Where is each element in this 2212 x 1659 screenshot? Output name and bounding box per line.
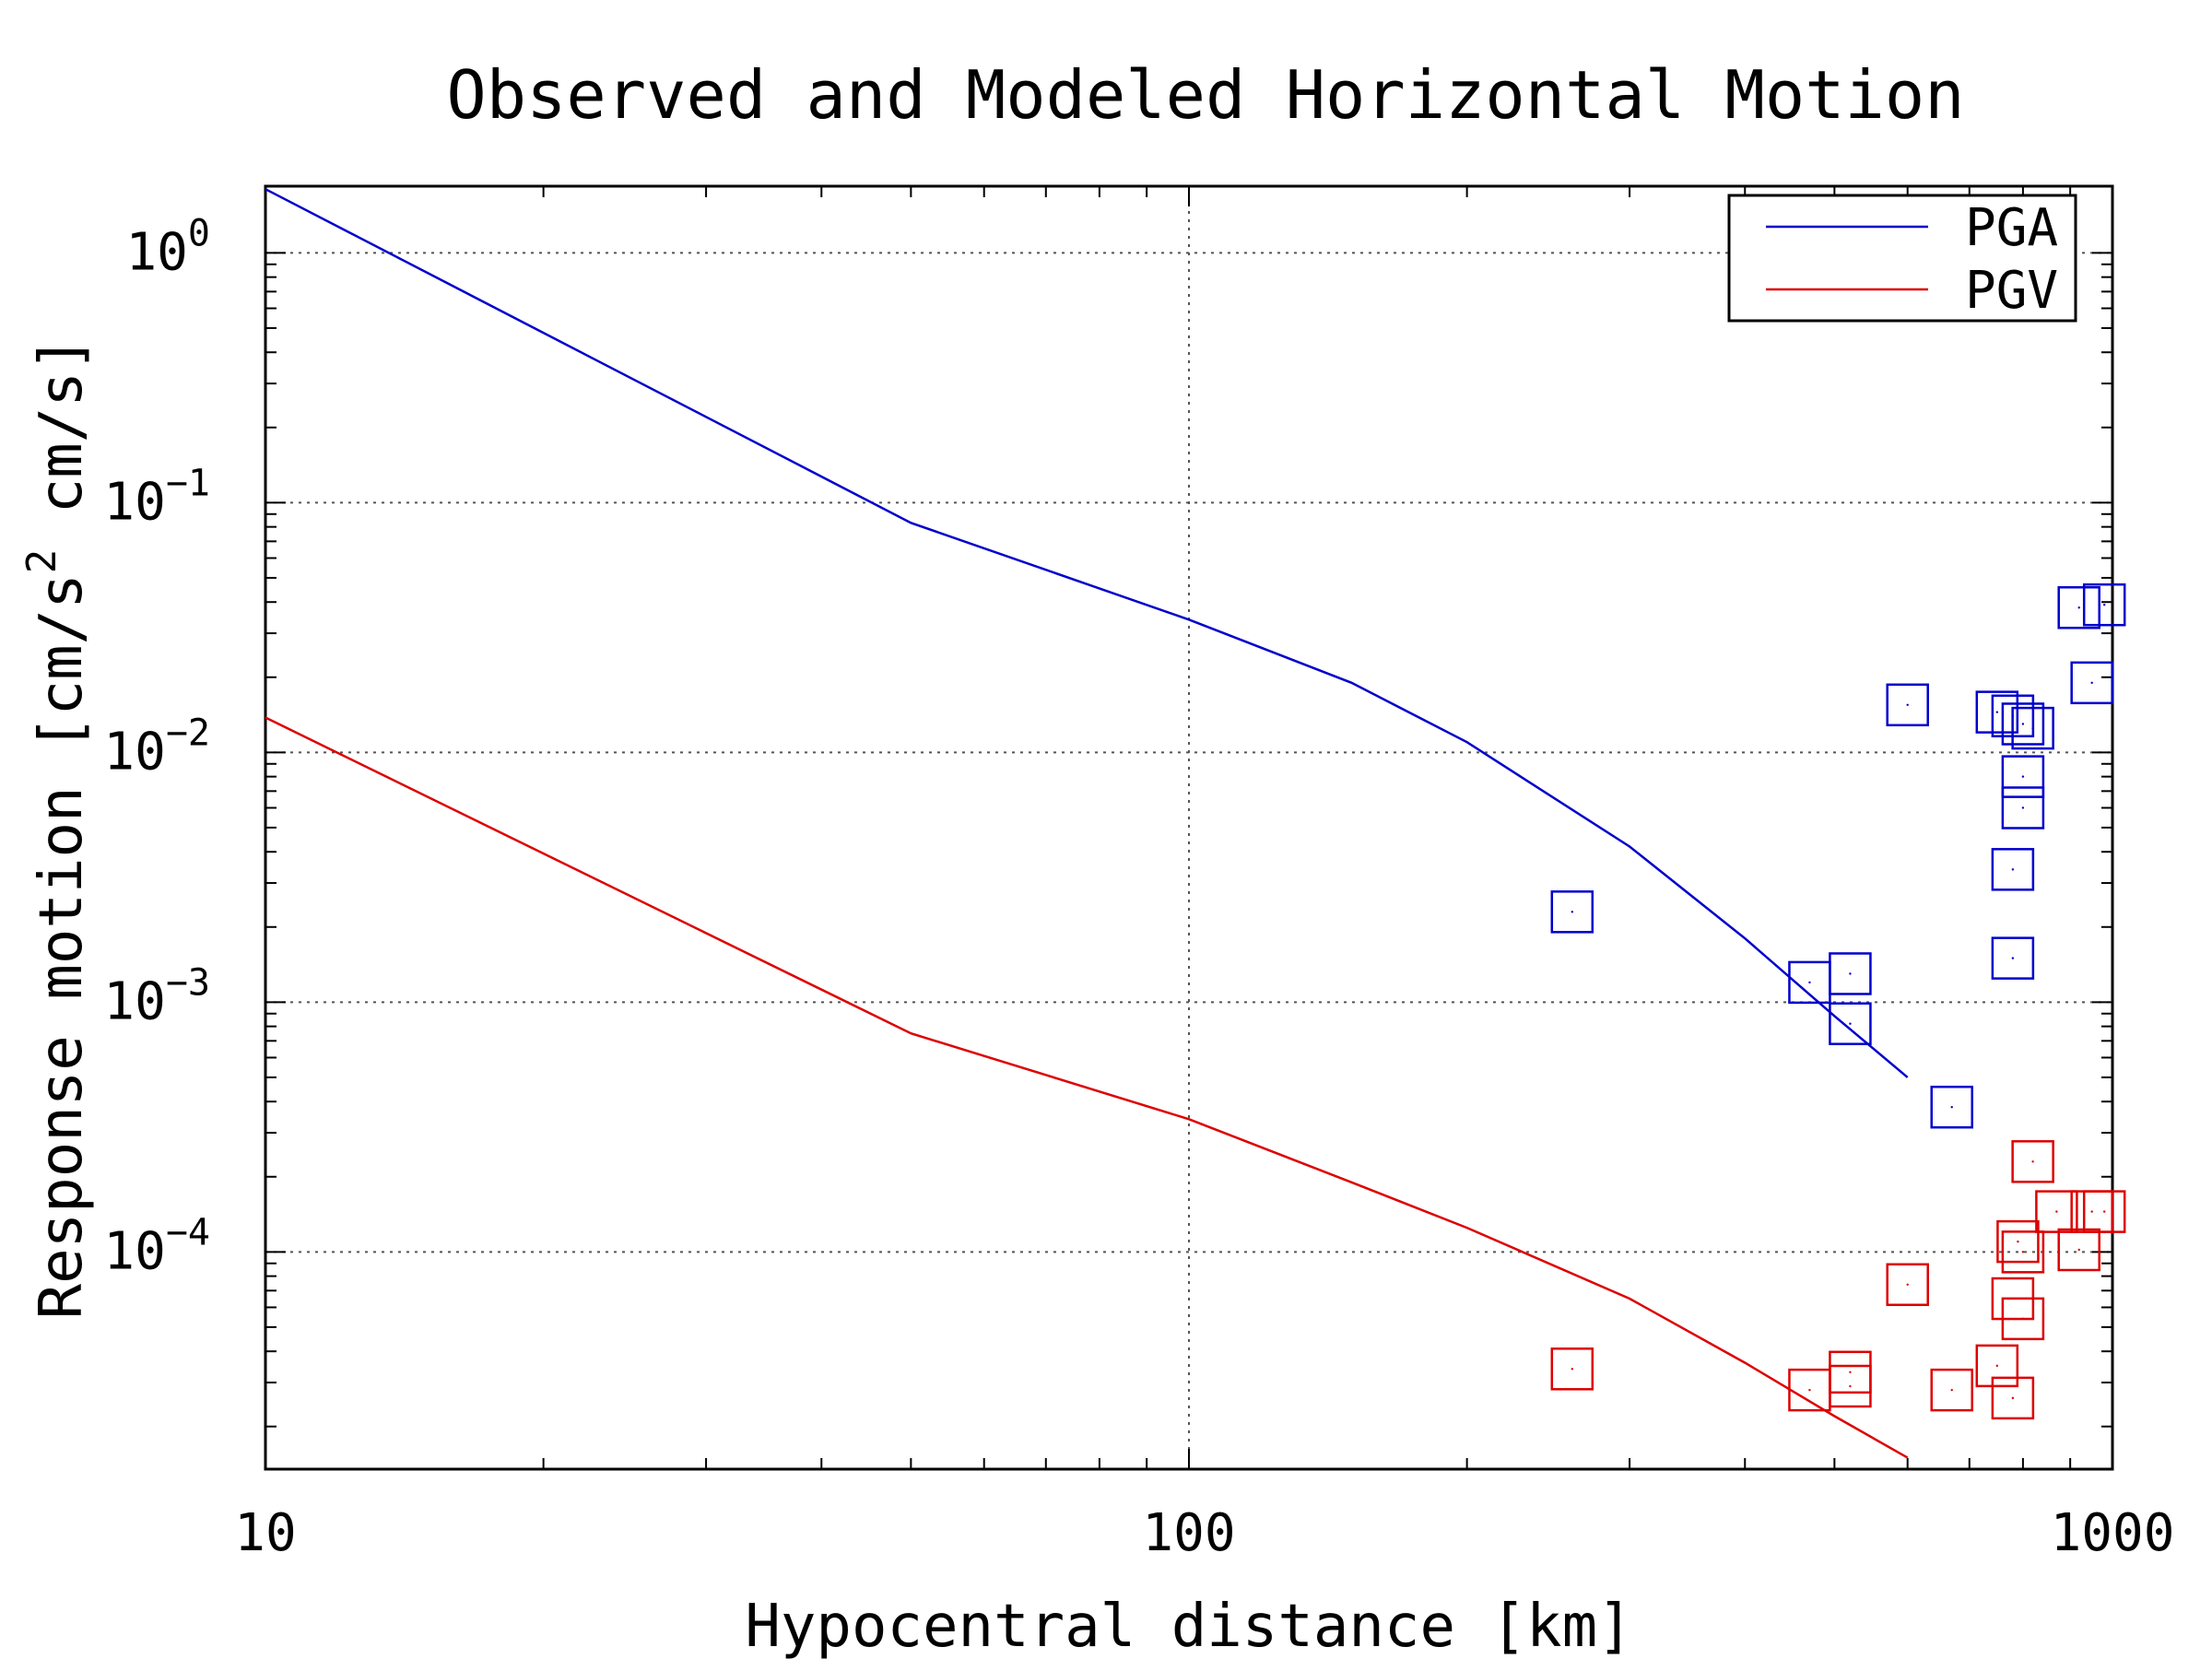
pga-observed-marker-dot — [2011, 957, 2015, 959]
pgv-observed-marker — [1550, 1347, 1594, 1391]
pga-observed-marker-dot — [1571, 911, 1574, 913]
y-tick-label-exponent: −2 — [166, 712, 210, 754]
pgv-observed-marker-dot — [2017, 1240, 2019, 1243]
pga-observed-marker — [1886, 683, 1929, 727]
pgv-observed-marker-dot — [1906, 1283, 1909, 1286]
series-markers — [1550, 582, 2126, 1420]
pgv-observed-marker-dot — [1571, 1368, 1574, 1371]
pga-observed-marker — [1930, 1085, 1973, 1129]
y-tick-label-exponent: −4 — [166, 1211, 210, 1253]
x-axis-label: Hypocentral distance [km] — [745, 1593, 1632, 1659]
pga-model-line — [265, 188, 1909, 1078]
pgv-observed-marker-dot — [1808, 1388, 1811, 1392]
pgv-observed-marker-dot — [2011, 1396, 2015, 1400]
pgv-observed-marker — [2082, 1190, 2126, 1233]
pga-observed-marker-dot — [1995, 711, 1999, 713]
pga-observed-marker — [2011, 706, 2054, 750]
pgv-observed-marker-dot — [2103, 1210, 2106, 1213]
pga-observed-marker — [2082, 582, 2126, 627]
y-tick-label-base: 10 — [103, 1221, 165, 1281]
grid — [265, 186, 2112, 1469]
pga-observed-marker — [1991, 848, 2035, 891]
chart-title: Observed and Modeled Horizontal Motion — [446, 56, 1964, 134]
y-tick-label-exponent: 0 — [188, 212, 210, 254]
pga-observed-marker — [2001, 755, 2045, 798]
pgv-observed-marker — [1930, 1368, 1973, 1412]
pga-observed-marker-dot — [1950, 1106, 1953, 1109]
pgv-observed-marker — [2001, 1297, 2045, 1341]
x-tick-label: 1000 — [2051, 1503, 2175, 1563]
y-tick-label-base: 10 — [103, 722, 165, 782]
legend-box — [1727, 194, 2077, 323]
series-lines — [265, 188, 1909, 1459]
pgv-observed-marker-dot — [1849, 1384, 1852, 1388]
pgv-observed-marker — [1829, 1364, 1872, 1408]
y-axis-label-main: Response motion [cm/s — [28, 573, 96, 1319]
pgv-observed-marker-dot — [1849, 1371, 1852, 1374]
pga-observed-marker-dot — [1849, 1022, 1852, 1025]
x-tick-label: 10 — [234, 1503, 296, 1563]
pgv-observed-marker — [1886, 1263, 1929, 1307]
y-tick-label-base: 10 — [103, 971, 165, 1031]
pga-observed-marker-dot — [2021, 775, 2025, 778]
y-tick-label: 10−3 — [103, 961, 210, 1031]
pga-observed-marker-dot — [1808, 981, 1811, 984]
pgv-observed-marker — [2001, 1230, 2045, 1274]
pga-observed-marker-dot — [2021, 723, 2025, 725]
pga-observed-marker — [1550, 890, 1594, 934]
x-tick-labels: 10 100 1000 — [234, 1503, 2174, 1563]
y-tick-label-base: 10 — [125, 222, 187, 282]
pga-observed-marker — [1975, 690, 2019, 734]
pgv-observed-marker-dot — [2055, 1210, 2058, 1213]
pgv-observed-marker-dot — [1995, 1364, 1999, 1368]
pga-observed-marker-dot — [2103, 603, 2106, 606]
pgv-observed-marker — [1975, 1344, 2019, 1388]
legend-pga-label: PGA — [1965, 198, 2058, 258]
pgv-observed-marker — [1996, 1219, 2040, 1264]
pgv-observed-marker — [2011, 1140, 2054, 1183]
y-tick-label-base: 10 — [103, 472, 165, 532]
pga-observed-marker-dot — [2021, 806, 2025, 809]
pga-observed-marker-dot — [2077, 606, 2080, 609]
pga-observed-marker-dot — [1906, 703, 1909, 706]
pga-observed-marker — [2001, 786, 2045, 830]
pgv-observed-marker-dot — [2031, 1160, 2034, 1163]
legend-pgv-label: PGV — [1965, 261, 2058, 321]
pga-observed-marker-dot — [1849, 972, 1852, 975]
y-tick-label: 10−2 — [103, 712, 210, 782]
pgv-observed-marker — [1991, 1376, 2035, 1420]
y-tick-label-exponent: −3 — [166, 961, 210, 1004]
pgv-observed-marker-dot — [2077, 1248, 2080, 1252]
pga-observed-marker — [2057, 586, 2100, 629]
y-axis-label: Response motion [cm/s2 cm/s] — [18, 336, 96, 1320]
y-tick-label: 10−4 — [103, 1211, 210, 1281]
pga-observed-marker-dot — [2090, 681, 2093, 685]
pgv-observed-marker-dot — [1950, 1388, 1953, 1392]
y-axis-label-end: cm/s] — [28, 336, 96, 549]
pga-observed-marker-dot — [2011, 868, 2015, 871]
pgv-observed-marker-dot — [2021, 1251, 2025, 1253]
x-tick-label: 100 — [1142, 1503, 1235, 1563]
pgv-observed-marker-dot — [2090, 1210, 2093, 1213]
pga-observed-marker — [1829, 952, 1872, 995]
pgv-observed-marker-dot — [2021, 1317, 2025, 1321]
pga-observed-marker — [1829, 1002, 1872, 1045]
pga-observed-marker — [2001, 702, 2045, 746]
y-tick-label: 100 — [125, 212, 210, 282]
legend: PGA PGV — [1727, 194, 2077, 323]
y-tick-label: 10−1 — [103, 462, 210, 532]
pgv-observed-marker — [2035, 1190, 2078, 1233]
pgv-observed-marker — [2057, 1228, 2100, 1272]
pgv-model-line — [265, 716, 1909, 1459]
pga-observed-marker-dot — [2031, 726, 2034, 730]
y-axis-label-superscript: 2 — [18, 549, 65, 574]
pga-observed-marker — [2070, 661, 2113, 705]
y-tick-label-exponent: −1 — [166, 462, 210, 504]
pga-observed-marker — [1991, 936, 2035, 980]
